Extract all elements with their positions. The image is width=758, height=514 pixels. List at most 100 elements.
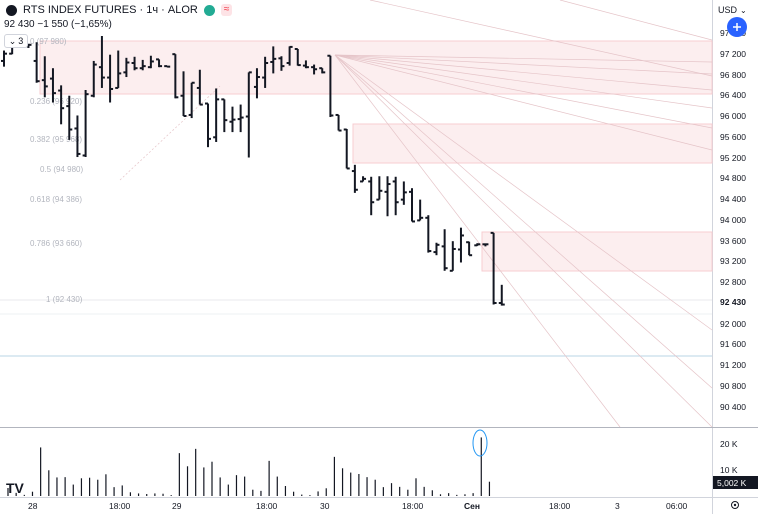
- ohlc-bar: [351, 164, 358, 193]
- ohlc-bar: [115, 50, 122, 89]
- price-tick: 91 200: [720, 360, 746, 370]
- ohlc-bar: [270, 46, 277, 74]
- zone-rectangle[interactable]: [481, 231, 713, 272]
- ohlc-bar: [237, 104, 244, 133]
- price-tick: 95 600: [720, 132, 746, 142]
- ohlc-bar: [213, 88, 220, 142]
- ohlc-bar: [376, 176, 383, 201]
- ohlc-bar: [433, 242, 440, 256]
- price-tick: 91 600: [720, 339, 746, 349]
- last-price-label-bg: [713, 294, 758, 308]
- fib-levels[interactable]: 0 (97 980) 0.236 (96 920) 0.382 (95 968)…: [0, 37, 712, 357]
- price-tick: 90 800: [720, 381, 746, 391]
- volume-axis[interactable]: 20 K 10 K 5,002 K: [713, 439, 758, 489]
- price-tick: 94 800: [720, 173, 746, 183]
- time-label: 06:00: [666, 501, 688, 511]
- price-tick: 93 600: [720, 236, 746, 246]
- fan-line: [334, 54, 621, 428]
- settings-gear-icon[interactable]: [731, 501, 739, 509]
- ohlc-bar: [498, 284, 505, 306]
- time-label: 18:00: [256, 501, 278, 511]
- currency-label: USD: [718, 5, 738, 15]
- price-change-line: 92 430 −1 550 (−1,65%): [4, 19, 112, 30]
- fib-label: 0.236 (96 920): [30, 97, 82, 106]
- wave-icon[interactable]: ≈: [220, 4, 233, 16]
- ohlc-bar: [392, 176, 399, 216]
- ohlc-bar: [335, 113, 342, 132]
- price-tick: 95 200: [720, 153, 746, 163]
- fan-line: [559, 0, 713, 41]
- ohlc-bar: [229, 106, 236, 133]
- tradingview-logo[interactable]: TV: [6, 480, 25, 496]
- ohlc-bar: [123, 57, 130, 78]
- fan-line: [334, 54, 713, 109]
- volume-highlight-ellipse[interactable]: [472, 429, 488, 457]
- ohlc-bar: [286, 45, 293, 66]
- fib-label: 1 (92 430): [46, 295, 83, 304]
- symbol-legend[interactable]: RTS INDEX FUTURES · 1ч · ALOR ≈: [6, 4, 233, 16]
- zone-rectangle[interactable]: [352, 123, 713, 164]
- price-tick: 96 000: [720, 111, 746, 121]
- ohlc-bar: [294, 47, 301, 67]
- ohlc-bar: [466, 241, 473, 257]
- indicators-count: 3: [18, 36, 24, 46]
- ohlc-bar: [278, 56, 285, 71]
- price-tick: 97 200: [720, 49, 746, 59]
- fan-line: [334, 54, 713, 428]
- time-axis[interactable]: 28 18:00 29 18:00 30 18:00 Сен 18:00 3 0…: [28, 501, 688, 511]
- time-label: 3: [615, 501, 620, 511]
- price-tick: 96 800: [720, 70, 746, 80]
- fan-line: [369, 0, 713, 77]
- symbol-title[interactable]: RTS INDEX FUTURES · 1ч · ALOR: [23, 4, 198, 16]
- fan-line: [334, 54, 713, 151]
- ohlc-bar: [66, 95, 73, 140]
- fib-label: 0.382 (95 968): [30, 135, 82, 144]
- price-axis[interactable]: 97 600 97 200 96 800 96 400 96 000 95 60…: [713, 28, 758, 412]
- time-label: 18:00: [109, 501, 131, 511]
- fib-label: 0.618 (94 386): [30, 195, 82, 204]
- fan-line: [334, 54, 713, 129]
- fan-line: [119, 85, 221, 181]
- time-label: 28: [28, 501, 38, 511]
- ohlc-series[interactable]: [1, 36, 505, 306]
- currency-selector[interactable]: USD ⌄: [712, 2, 756, 18]
- ohlc-bar: [90, 60, 97, 98]
- ohlc-bar: [425, 215, 432, 253]
- time-label: 18:00: [549, 501, 571, 511]
- ohlc-bar: [360, 176, 367, 183]
- ohlc-bar: [457, 227, 464, 263]
- price-tick: 90 400: [720, 402, 746, 412]
- time-label: 29: [172, 501, 182, 511]
- ohlc-bar: [82, 90, 89, 158]
- fan-line: [334, 54, 713, 389]
- fib-label: 0.5 (94 980): [40, 165, 83, 174]
- ohlc-bar: [58, 85, 65, 125]
- volume-series[interactable]: [7, 437, 491, 496]
- ohlc-bar: [441, 229, 448, 271]
- ohlc-bar: [74, 115, 81, 158]
- plus-icon: [733, 23, 741, 31]
- ohlc-bar: [156, 58, 163, 68]
- indicators-collapse-button[interactable]: ⌄ 3: [4, 34, 28, 48]
- ohlc-bar: [33, 42, 40, 83]
- last-volume-label-bg: [713, 476, 758, 489]
- ohlc-bar: [302, 60, 309, 69]
- ohlc-bar: [319, 67, 326, 74]
- market-status-icon[interactable]: [203, 4, 215, 16]
- fan-line: [334, 54, 713, 63]
- price-tick: 94 000: [720, 215, 746, 225]
- ohlc-bar: [180, 71, 187, 117]
- zone-layer: [39, 40, 713, 272]
- chevron-down-icon: ⌄: [8, 35, 17, 46]
- add-alert-button[interactable]: [727, 17, 747, 37]
- last-volume-label: 5,002 K: [717, 478, 747, 488]
- ohlc-bar: [41, 56, 48, 98]
- ohlc-bar: [474, 243, 481, 247]
- ohlc-bar: [449, 241, 456, 272]
- ohlc-bar: [98, 36, 105, 88]
- fan-line: [334, 54, 713, 91]
- symbol-logo-icon: [6, 4, 17, 16]
- fan-lines[interactable]: [119, 0, 713, 428]
